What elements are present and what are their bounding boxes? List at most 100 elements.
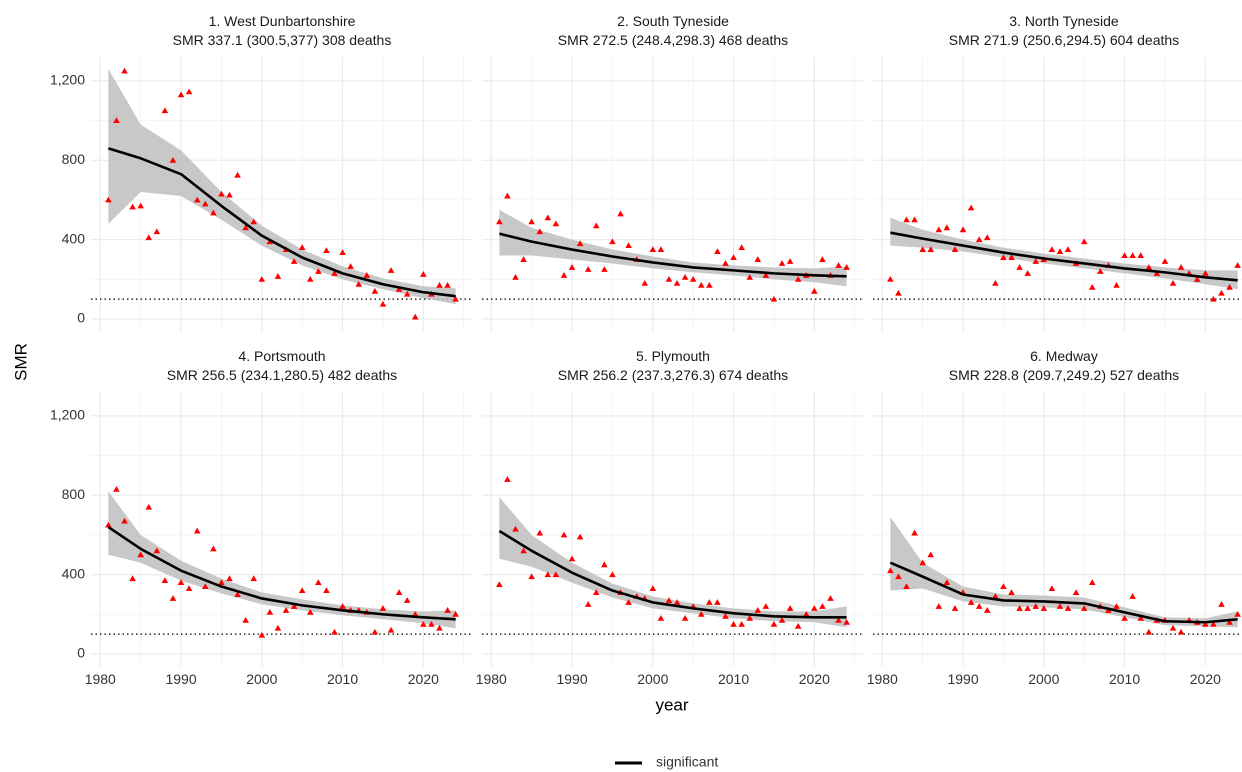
data-point bbox=[266, 609, 274, 615]
y-tick-label: 0 bbox=[77, 645, 85, 661]
data-point bbox=[315, 268, 322, 274]
data-point bbox=[452, 295, 459, 302]
data-point bbox=[234, 591, 241, 597]
data-point bbox=[528, 573, 535, 580]
data-point bbox=[673, 599, 681, 605]
data-point bbox=[1169, 279, 1177, 286]
data-point bbox=[730, 620, 737, 627]
data-point bbox=[1202, 270, 1209, 276]
x-tick-label: 2010 bbox=[1109, 671, 1140, 687]
data-point bbox=[1080, 238, 1088, 245]
data-point bbox=[339, 603, 346, 609]
data-point bbox=[137, 551, 144, 558]
data-point bbox=[754, 256, 762, 262]
data-point bbox=[153, 547, 161, 554]
x-tick-label: 1980 bbox=[476, 671, 507, 687]
x-tick-label: 1990 bbox=[947, 671, 978, 687]
data-point bbox=[738, 620, 745, 627]
data-point bbox=[714, 599, 721, 605]
x-tick-label: 1990 bbox=[556, 671, 587, 687]
data-point bbox=[379, 605, 387, 611]
data-point bbox=[835, 616, 842, 623]
y-tick-label: 1,200 bbox=[50, 407, 85, 423]
panel-subtitle: SMR 272.5 (248.4,298.3) 468 deaths bbox=[558, 32, 788, 48]
data-point bbox=[697, 611, 705, 617]
data-point bbox=[105, 521, 112, 528]
data-point bbox=[770, 620, 778, 627]
data-point bbox=[145, 503, 153, 510]
data-point bbox=[428, 620, 435, 627]
data-point bbox=[226, 575, 233, 582]
data-point bbox=[983, 607, 991, 613]
data-point bbox=[544, 214, 552, 221]
legend-label: significant bbox=[656, 754, 718, 770]
data-point bbox=[137, 202, 144, 209]
data-point bbox=[274, 273, 282, 279]
data-point bbox=[1072, 589, 1080, 595]
data-point bbox=[210, 209, 217, 216]
data-point bbox=[129, 575, 136, 582]
data-point bbox=[347, 263, 354, 269]
data-point bbox=[943, 579, 951, 586]
trend-line bbox=[498, 529, 847, 619]
data-point bbox=[887, 276, 894, 282]
data-point bbox=[323, 247, 330, 254]
trend-line bbox=[107, 525, 456, 621]
confidence-band bbox=[890, 517, 1238, 628]
data-point bbox=[552, 220, 560, 227]
data-point bbox=[959, 226, 967, 233]
data-point bbox=[992, 593, 999, 599]
data-point bbox=[444, 281, 451, 288]
data-point bbox=[1008, 589, 1015, 595]
data-point bbox=[714, 248, 721, 255]
data-point bbox=[355, 280, 363, 287]
data-point bbox=[1024, 605, 1031, 611]
data-point bbox=[552, 571, 560, 578]
data-point bbox=[911, 216, 918, 223]
x-tick-label: 2000 bbox=[1028, 671, 1059, 687]
data-point bbox=[951, 605, 959, 611]
data-point bbox=[762, 272, 770, 278]
data-point bbox=[568, 555, 576, 562]
data-point bbox=[697, 281, 705, 288]
data-point bbox=[746, 274, 754, 280]
x-axis-label: year bbox=[655, 695, 688, 714]
trend-line bbox=[499, 232, 847, 278]
data-point bbox=[975, 603, 983, 609]
data-point bbox=[387, 626, 395, 633]
x-tick-label: 2000 bbox=[637, 671, 668, 687]
data-point bbox=[819, 256, 826, 262]
data-point bbox=[218, 579, 225, 586]
data-point bbox=[625, 599, 632, 605]
data-point bbox=[234, 171, 241, 178]
data-point bbox=[496, 218, 503, 225]
data-point bbox=[528, 218, 535, 225]
data-point bbox=[395, 589, 403, 595]
data-point bbox=[371, 628, 379, 635]
data-point bbox=[730, 254, 737, 260]
data-point bbox=[1097, 268, 1104, 274]
data-point bbox=[1137, 252, 1145, 258]
data-point bbox=[1145, 628, 1153, 635]
data-point bbox=[177, 91, 185, 98]
panel-subtitle: SMR 337.1 (300.5,377) 308 deaths bbox=[173, 32, 392, 48]
data-point bbox=[560, 531, 568, 538]
data-point bbox=[722, 613, 729, 619]
data-point bbox=[436, 281, 443, 288]
data-point bbox=[242, 224, 249, 231]
data-point bbox=[1177, 628, 1185, 635]
data-point bbox=[250, 218, 258, 225]
panel-subtitle: SMR 256.5 (234.1,280.5) 482 deaths bbox=[167, 367, 397, 383]
data-point bbox=[1145, 264, 1153, 270]
data-point bbox=[201, 583, 209, 590]
data-point bbox=[975, 236, 983, 243]
data-point bbox=[1234, 262, 1241, 268]
y-tick-label: 1,200 bbox=[50, 72, 85, 88]
panel-subtitle: SMR 228.8 (209.7,249.2) 527 deaths bbox=[949, 367, 1179, 383]
panel-title: 6. Medway bbox=[1030, 348, 1098, 364]
data-point bbox=[802, 611, 810, 617]
data-point bbox=[1032, 603, 1040, 609]
data-point bbox=[657, 614, 665, 621]
x-tick-label: 1980 bbox=[85, 671, 116, 687]
data-point bbox=[105, 196, 112, 203]
